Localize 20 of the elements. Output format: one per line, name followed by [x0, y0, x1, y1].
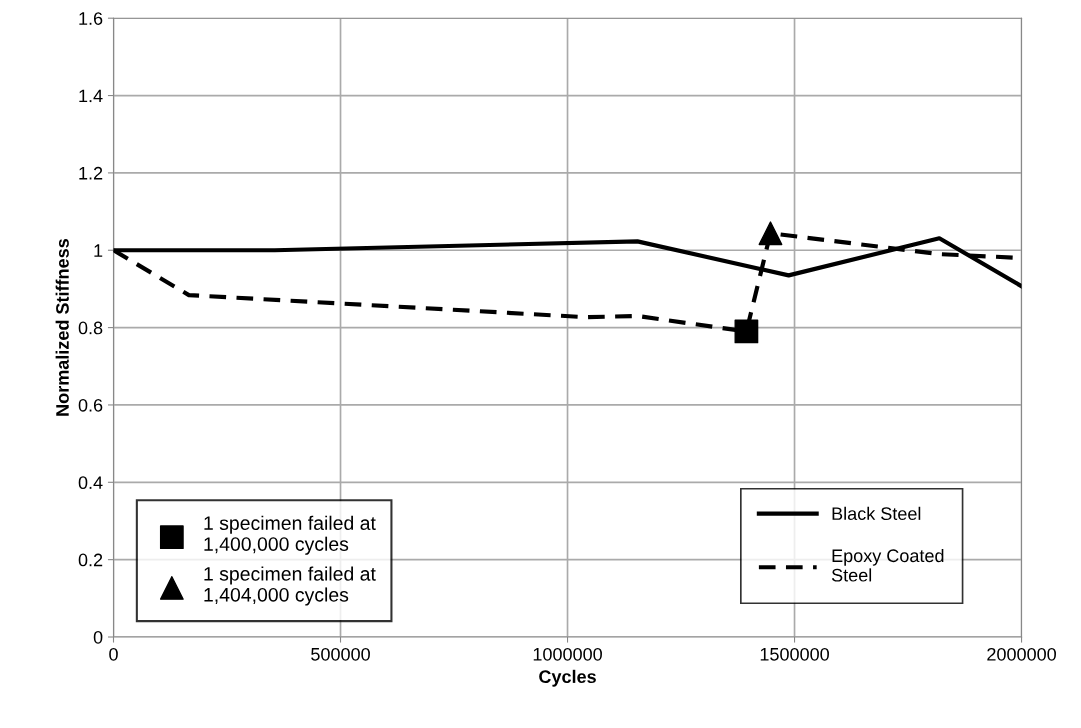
x-tick-label: 1000000 — [533, 647, 602, 661]
y-tick-label: 0.4 — [78, 476, 103, 490]
y-tick-label: 1.4 — [79, 89, 103, 103]
y-tick-label: 1 — [94, 244, 103, 257]
x-tick-label: 2000000 — [987, 647, 1056, 661]
y-tick-label: 0 — [93, 630, 103, 644]
y-tick-label: 1.6 — [79, 12, 103, 25]
x-tick-label: 500000 — [311, 647, 370, 661]
y-tick-label: 0.2 — [78, 553, 103, 567]
legend-label: Epoxy Coated Steel — [831, 548, 944, 582]
y-tick-label: 0.6 — [78, 398, 103, 412]
y-tick-label: 1.2 — [79, 166, 103, 180]
x-tick-label: 1500000 — [760, 647, 829, 661]
y-axis-title: Normalized Stiffness — [55, 239, 69, 416]
legend-label: 1 specimen failed at 1,400,000 cycles — [204, 515, 376, 555]
x-tick-label: 0 — [109, 647, 118, 661]
legend-label: Black Steel — [832, 506, 921, 521]
legend-label: 1 specimen failed at 1,404,000 cycles — [204, 566, 376, 606]
x-axis-title: Cycles — [539, 669, 596, 687]
y-tick-label: 0.8 — [78, 321, 103, 335]
